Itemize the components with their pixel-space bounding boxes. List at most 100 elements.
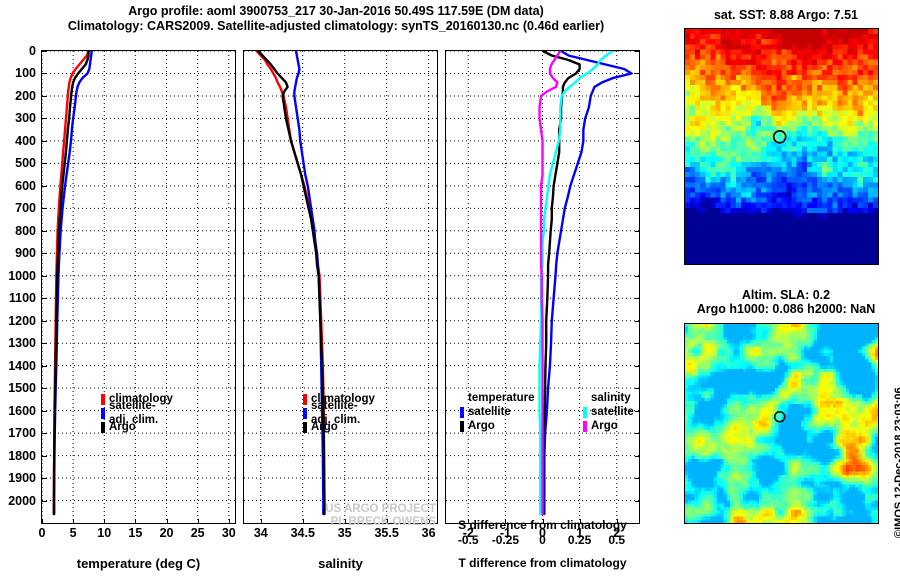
depth-tick-label: 1600 [8, 403, 36, 418]
difference-plot [446, 51, 639, 523]
depth-tick-mark-right [635, 73, 640, 75]
temperature-legend: climatology satellite-adj. clim. Argo [101, 392, 173, 434]
sla-map-panel: Altim. SLA: 0.2 Argo h1000: 0.086 h2000:… [672, 284, 900, 580]
x-tick-label: 20 [159, 526, 174, 540]
s-difference-tick-label: 0.25 [567, 533, 592, 547]
temperature-xlabel: temperature (deg C) [76, 556, 201, 571]
watermark-line-2: PI: BRECK OWENS [330, 516, 436, 528]
legend-label: Argo [311, 421, 338, 433]
t-difference-tick-label: 0 [539, 526, 546, 540]
legend-color-swatch [460, 406, 464, 418]
depth-tick-label: 1400 [8, 358, 36, 373]
depth-tick-mark-right [635, 455, 640, 457]
legend-label: satellite-adj. clim. [311, 400, 361, 426]
legend-color-swatch [101, 407, 105, 419]
sla-map-title-line-1: Altim. SLA: 0.2 [741, 288, 831, 302]
depth-tick-mark-right [635, 230, 640, 232]
legend-item: Argo [583, 419, 634, 433]
t-difference-tick-label: 2 [613, 526, 621, 540]
t-difference-tick-mark [542, 519, 544, 524]
depth-tick-mark-right [635, 320, 640, 322]
depth-tick-mark-right [635, 388, 640, 390]
x-tick-label: 35 [337, 526, 352, 540]
legend-label: climatology [109, 393, 173, 405]
depth-tick-mark [42, 118, 47, 120]
depth-tick-label: 1500 [8, 381, 36, 396]
depth-tick-mark-right [635, 275, 640, 277]
depth-tick-mark-right [635, 500, 640, 502]
depth-tick-mark [42, 478, 47, 480]
legend-label: satellite-adj. clim. [109, 400, 159, 426]
legend-heading: salinity [591, 392, 631, 404]
depth-tick-label: 0 [29, 44, 36, 58]
depth-tick-mark [42, 140, 47, 142]
x-tick-label: 36 [421, 526, 436, 540]
t-difference-tick-label: 1 [576, 526, 584, 540]
legend-color-swatch [583, 420, 587, 432]
depth-tick-mark [42, 388, 47, 390]
s-difference-tick-label: -0.5 [457, 533, 479, 547]
depth-tick-mark [42, 298, 47, 300]
depth-tick-mark [42, 51, 47, 52]
salinity-legend: climatology satellite-adj. clim. Argo [303, 392, 375, 434]
watermark-line-1: US ARGO PROJECT [325, 503, 436, 515]
depth-tick-label: 1700 [8, 426, 36, 441]
x-tick-label: 10 [97, 526, 112, 540]
sla-map-axes[interactable] [684, 323, 879, 524]
x-tick-label: 25 [190, 526, 205, 540]
legend-color-swatch [101, 421, 105, 433]
depth-tick-label: 600 [15, 178, 36, 193]
sst-map-panel: sat. SST: 8.88 Argo: 7.51 110115120125-4… [672, 0, 900, 290]
t-difference-tick-mark [468, 519, 470, 524]
legend-item: satellite [583, 405, 634, 419]
t-difference-tick-mark [616, 519, 618, 524]
legend-label: climatology [311, 393, 375, 405]
depth-tick-mark-right [635, 208, 640, 210]
depth-tick-mark [42, 410, 47, 412]
x-tick-label: 15 [128, 526, 143, 540]
depth-tick-mark [42, 185, 47, 187]
depth-tick-label: 1000 [8, 268, 36, 283]
depth-tick-label: 1100 [8, 291, 36, 306]
legend-color-swatch [303, 421, 307, 433]
x-tick-mark [104, 519, 106, 524]
x-tick-mark [260, 519, 262, 524]
depth-tick-mark-right [635, 140, 640, 142]
t-difference-tick-label: -2 [462, 526, 474, 540]
x-tick-label: 0 [38, 526, 46, 540]
legend-item: satellite [460, 405, 534, 419]
depth-tick-mark [42, 253, 47, 255]
depth-tick-mark-right [635, 343, 640, 345]
page-title: Argo profile: aoml 3900753_217 30-Jan-20… [0, 4, 672, 34]
depth-tick-mark [42, 73, 47, 75]
t-difference-tick-mark [579, 519, 581, 524]
sla-map-title-line-2: Argo h1000: 0.086 h2000: NaN [696, 302, 876, 316]
depth-tick-mark [42, 343, 47, 345]
depth-tick-mark-right [635, 51, 640, 52]
difference-legend-salinity: salinity satellite Argo [583, 391, 634, 433]
copyright-text: ©IMOS 12-Dec-2018 23:03:06 [893, 387, 900, 538]
depth-tick-mark [42, 95, 47, 97]
salinity-xlabel: salinity [318, 556, 363, 571]
depth-tick-mark [42, 208, 47, 210]
legend-heading: temperature [468, 392, 535, 404]
s-difference-tick-label: 0.5 [608, 533, 626, 547]
depth-tick-label: 700 [15, 201, 36, 216]
x-tick-mark [302, 519, 304, 524]
x-tick-mark [42, 519, 43, 524]
depth-tick-label: 1800 [8, 448, 36, 463]
x-tick-label: 5 [69, 526, 77, 540]
sla-map-image [685, 324, 878, 523]
sst-map-axes[interactable] [684, 28, 879, 265]
t-difference-tick-mark [505, 519, 507, 524]
x-tick-mark [197, 519, 199, 524]
depth-tick-label: 500 [15, 156, 36, 171]
sst-map-image [685, 29, 878, 264]
depth-tick-label: 200 [15, 88, 36, 103]
x-tick-mark [386, 519, 388, 524]
depth-tick-label: 1200 [8, 313, 36, 328]
legend-color-swatch [303, 393, 307, 405]
legend-color-swatch [101, 393, 105, 405]
x-tick-mark [135, 519, 137, 524]
difference-axes [445, 50, 640, 524]
